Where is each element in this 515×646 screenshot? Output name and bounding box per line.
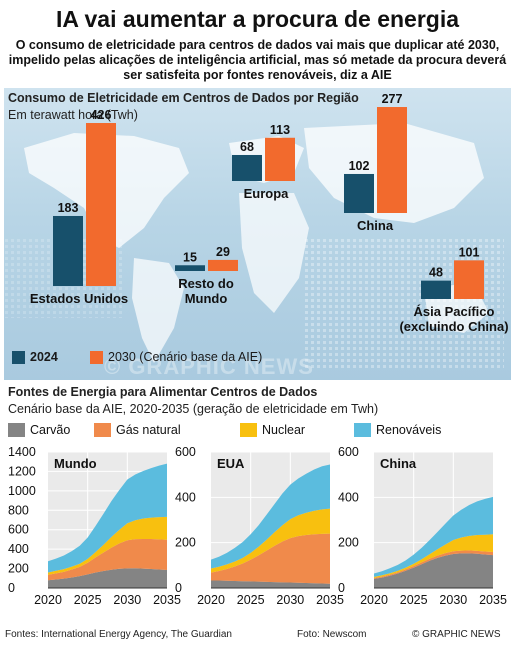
regional-consumption-subtitle: Em terawatt hora (Twh) (8, 108, 138, 122)
y-tick-label-mundo: 1400 (8, 445, 36, 459)
x-tick-label-eua: 2030 (276, 593, 304, 607)
bar-europe-2030 (265, 137, 295, 181)
legend-label-2024: 2024 (30, 350, 58, 364)
footer-sources: Fontes: International Energy Agency, The… (5, 629, 232, 640)
area-eua-nuclear (211, 508, 330, 573)
bar-value-china-2024: 102 (349, 159, 370, 173)
area-mundo-renovaveis (48, 463, 167, 573)
legend-label-gas: Gás natural (116, 423, 181, 437)
bar-europe-2024 (232, 154, 262, 181)
energy-source-area-charts: 0 200 400 600 800 1000 1200 1400 Mundo 2020 2025 20… (8, 445, 507, 607)
regional-bar-chart: 183 426 68 113 15 29 102 277 48 101 (53, 92, 484, 299)
south-america-shape (132, 258, 184, 363)
region-label-asia-pacific: Ásia Pacífico (excluindo China) (399, 304, 509, 334)
legend-swatch-2030 (90, 351, 103, 364)
map-panel: Consumo de Eletricidade em Centros de Da… (4, 88, 511, 380)
legend-label-carvao: Carvão (30, 423, 71, 437)
regional-consumption-title: Consumo de Eletricidade em Centros de Da… (8, 91, 359, 105)
y-tick-label-eua: 200 (175, 536, 196, 550)
bar-value-rest-of-world-2024: 15 (183, 250, 197, 264)
x-tick-label-mundo: 2035 (153, 593, 181, 607)
y-tick-label-china: 400 (338, 490, 359, 504)
y-tick-label-mundo: 800 (8, 503, 29, 517)
bar-us-2030 (86, 123, 116, 286)
bar-china-2030 (377, 107, 407, 213)
bar-value-china-2030: 277 (382, 92, 403, 106)
area-eua-gas (211, 533, 330, 584)
y-tick-label-mundo: 1200 (8, 464, 36, 478)
x-tick-label-eua: 2035 (316, 593, 344, 607)
legend-swatch-gas (94, 423, 111, 437)
africa-shape (239, 193, 309, 313)
bar-value-asia-pacific-2024: 48 (429, 266, 443, 280)
legend-label-renovaveis: Renováveis (376, 423, 442, 437)
bar-china-2024 (344, 173, 374, 213)
panel-label-china: China (380, 456, 417, 471)
bar-value-rest-of-world-2030: 29 (216, 245, 230, 259)
bar-value-europe-2030: 113 (270, 123, 290, 137)
bar-value-us-2024: 183 (58, 201, 79, 215)
area-mundo-carvao (48, 568, 167, 588)
y-tick-label-eua: 0 (175, 581, 182, 595)
bar-value-us-2030: 426 (91, 108, 112, 122)
area-china-nuclear (374, 534, 493, 579)
x-tick-label-china: 2025 (400, 593, 428, 607)
bar-rest-of-world-2024 (175, 265, 205, 271)
x-tick-label-mundo: 2025 (74, 593, 102, 607)
bar-asia-pacific-2030 (454, 260, 484, 299)
x-tick-label-mundo: 2020 (34, 593, 62, 607)
page-title: IA vai aumentar a procura de energia (55, 6, 460, 32)
region-label-europe: Europa (243, 186, 289, 201)
footer-credit: © GRAPHIC NEWS (412, 629, 501, 640)
x-tick-label-china: 2035 (479, 593, 507, 607)
region-label-us: Estados Unidos (29, 291, 129, 306)
region-label-china: China (356, 218, 394, 233)
y-tick-label-china: 200 (338, 536, 359, 550)
y-tick-label-mundo: 1000 (8, 484, 36, 498)
bar-rest-of-world-2030 (208, 259, 238, 271)
legend-swatch-2024 (12, 351, 25, 364)
bar-asia-pacific-2024 (421, 280, 451, 299)
bar-us-2024 (53, 215, 83, 286)
area-mundo-nuclear (48, 516, 167, 575)
legend-swatch-renovaveis (354, 423, 371, 437)
x-tick-label-china: 2030 (439, 593, 467, 607)
energy-sources-title: Fontes de Energia para Alimentar Centros… (8, 385, 318, 399)
panel-label-mundo: Mundo (54, 456, 97, 471)
y-tick-label-mundo: 400 (8, 542, 29, 556)
bar-value-europe-2024: 68 (240, 140, 254, 154)
y-tick-label-eua: 400 (175, 490, 196, 504)
legend-swatch-carvao (8, 423, 25, 437)
region-label-rest-of-world: Resto do Mundo (178, 276, 234, 306)
panel-label-eua: EUA (217, 456, 245, 471)
x-tick-label-eua: 2020 (197, 593, 225, 607)
energy-sources-subtitle: Cenário base da AIE, 2020-2035 (geração … (8, 402, 379, 416)
x-tick-label-china: 2020 (360, 593, 388, 607)
legend-label-2030: 2030 (Cenário base da AIE) (108, 350, 263, 364)
area-china-carvao (374, 553, 493, 588)
x-tick-label-eua: 2025 (237, 593, 265, 607)
watermark: © GRAPHIC NEWS (104, 354, 314, 379)
y-tick-label-mundo: 600 (8, 523, 29, 537)
y-tick-label-china: 600 (338, 445, 359, 459)
legend-swatch-nuclear (240, 423, 257, 437)
y-tick-label-eua: 600 (175, 445, 196, 459)
area-china-renovaveis (374, 496, 493, 577)
x-tick-label-mundo: 2030 (113, 593, 141, 607)
area-eua-carvao (211, 580, 330, 588)
source-legend: Carvão Gás natural Nuclear Renováveis (8, 420, 508, 440)
y-tick-label-mundo: 0 (8, 581, 15, 595)
y-tick-label-china: 0 (338, 581, 345, 595)
page-subtitle: O consumo de eletricidade para centros d… (8, 38, 507, 82)
bar-value-asia-pacific-2030: 101 (459, 245, 480, 259)
area-china-gas (374, 550, 493, 579)
area-mundo-gas (48, 538, 167, 581)
footer-photo: Foto: Newscom (297, 629, 367, 640)
legend-label-nuclear: Nuclear (262, 423, 306, 437)
area-eua-renovaveis (211, 464, 330, 569)
y-tick-label-mundo: 200 (8, 562, 29, 576)
